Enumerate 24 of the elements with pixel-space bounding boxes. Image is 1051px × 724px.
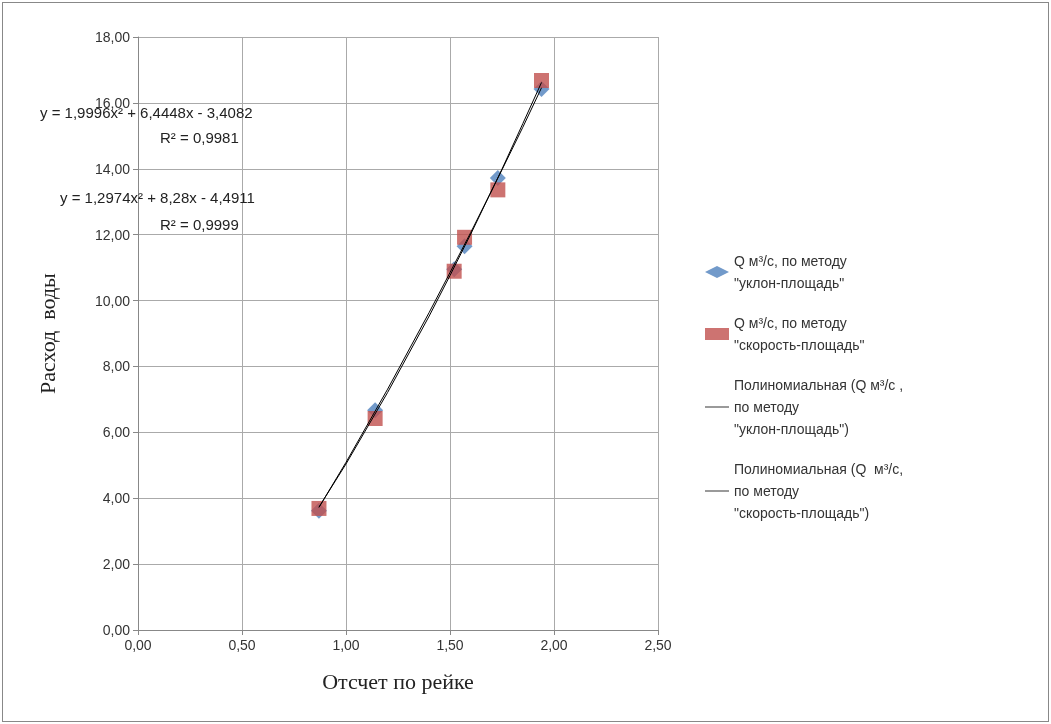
x-tick-label: 0,50 (228, 637, 256, 653)
legend-label: Q м³/с, по методу "скорость-площадь" (734, 315, 865, 353)
y-tick-label: 14,00 (94, 160, 131, 177)
legend-label: Q м³/с, по методу "уклон-площадь" (734, 253, 851, 291)
y-tick-label: 10,00 (94, 292, 131, 309)
y-axis-title: Расход воды (34, 272, 60, 394)
annotation: R² = 0,9981 (160, 129, 239, 146)
y-tick-label: 18,00 (94, 29, 131, 45)
x-tick-label: 2,50 (644, 637, 672, 653)
x-tick-label: 2,00 (540, 637, 568, 653)
x-tick-label: 0,00 (124, 637, 152, 653)
y-tick-label: 6,00 (102, 424, 131, 441)
y-tick-label: 0,00 (102, 622, 131, 638)
annotation: R² = 0,9999 (160, 216, 239, 233)
legend-label: Полиномиальная (Q м³/с, по методу "скорость-площадь") (734, 461, 908, 521)
y-tick-label: 2,00 (102, 556, 131, 573)
legend-label: Полиномиальная (Q м³/с , по методу "уклон-площадь") (734, 377, 908, 437)
annotation: y = 1,2974x² + 8,28x - 4,4911 (60, 189, 255, 206)
y-tick-label: 4,00 (102, 490, 131, 507)
y-tick-label: 8,00 (102, 358, 131, 375)
x-tick-label: 1,00 (332, 637, 360, 653)
x-tick-label: 1,50 (436, 637, 464, 653)
x-axis-title: Отсчет по рейке (322, 668, 474, 694)
y-tick-label: 12,00 (94, 226, 131, 243)
